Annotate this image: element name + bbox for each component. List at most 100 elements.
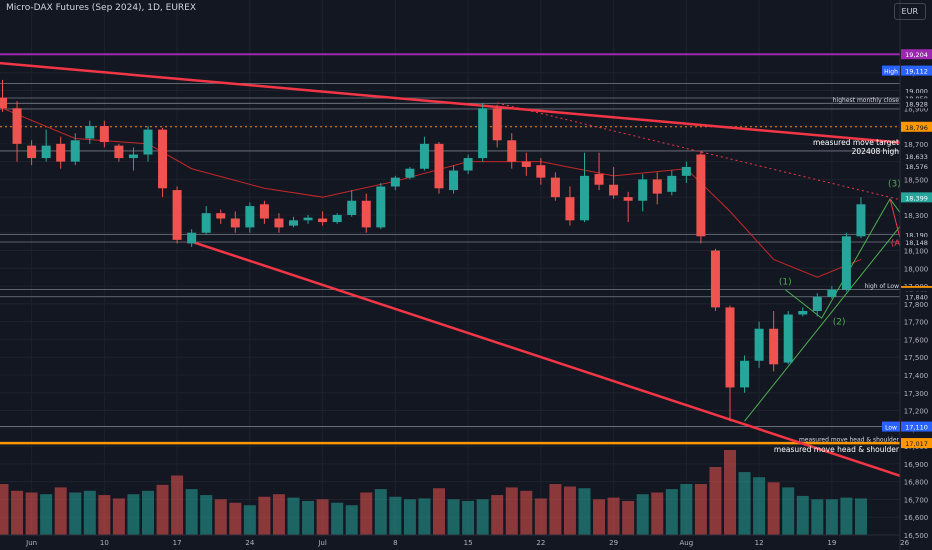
candle-body[interactable] xyxy=(667,175,677,192)
volume-bar xyxy=(142,490,154,535)
candle-body[interactable] xyxy=(507,140,517,162)
candle-body[interactable] xyxy=(0,97,7,109)
candle-body[interactable] xyxy=(580,175,589,221)
candle-body[interactable] xyxy=(99,126,109,143)
candle-body[interactable] xyxy=(783,314,793,363)
candle-body[interactable] xyxy=(434,143,444,189)
candle-body[interactable] xyxy=(70,140,80,162)
candle-body[interactable] xyxy=(565,197,575,221)
candle-body[interactable] xyxy=(696,154,706,237)
y-tick-label: 17,600 xyxy=(904,336,929,344)
candle-body[interactable] xyxy=(12,108,22,144)
level-label: highest monthly close xyxy=(833,97,900,104)
price-label-box xyxy=(901,65,932,76)
candle-body[interactable] xyxy=(449,170,459,191)
price-label-text: 17,840 xyxy=(905,294,928,302)
wave-label: (3) xyxy=(888,180,901,190)
candle-body[interactable] xyxy=(187,232,197,244)
candle-body[interactable] xyxy=(638,179,648,201)
horizontal-levels[interactable]: highest monthly close high of Low measured… xyxy=(0,53,900,445)
volume-bar xyxy=(520,490,533,535)
candle-body[interactable] xyxy=(798,310,808,315)
y-tick-label: 17,500 xyxy=(904,354,929,362)
candle-body[interactable] xyxy=(128,154,138,159)
candle-body[interactable] xyxy=(419,143,429,169)
annotation-label: 202408 high xyxy=(852,147,900,156)
candles[interactable] xyxy=(0,79,866,422)
candle-body[interactable] xyxy=(216,213,226,219)
candle-body[interactable] xyxy=(478,108,488,159)
candle-body[interactable] xyxy=(827,289,837,297)
candle-body[interactable] xyxy=(521,161,531,167)
chart-title: Micro-DAX Futures (Sep 2024), 1D, EUREX xyxy=(6,3,197,13)
candle-body[interactable] xyxy=(274,218,284,228)
candle-body[interactable] xyxy=(41,145,51,159)
candle-body[interactable] xyxy=(114,145,124,159)
volume-bar xyxy=(345,505,358,535)
candle-body[interactable] xyxy=(27,145,37,159)
price-label-box xyxy=(901,229,932,240)
candle-body[interactable] xyxy=(594,174,604,185)
wave-label: (1) xyxy=(779,277,792,287)
candle-body[interactable] xyxy=(332,214,342,223)
candle-body[interactable] xyxy=(492,108,502,141)
volume-bar xyxy=(607,497,620,535)
candle-body[interactable] xyxy=(318,218,328,223)
trend-line[interactable] xyxy=(497,102,920,205)
candle-body[interactable] xyxy=(230,218,240,228)
candle-body[interactable] xyxy=(623,197,633,201)
wave-label: (A) xyxy=(891,239,904,249)
candle-body[interactable] xyxy=(710,250,720,308)
candle-body[interactable] xyxy=(550,177,560,198)
y-tick-label: 16,800 xyxy=(904,479,929,487)
volume-bar xyxy=(403,499,416,535)
candle-body[interactable] xyxy=(405,168,415,178)
candle-body[interactable] xyxy=(740,360,750,388)
x-tick-label: Aug xyxy=(680,539,694,547)
candle-body[interactable] xyxy=(201,213,211,233)
candle-body[interactable] xyxy=(259,204,269,219)
candle-body[interactable] xyxy=(347,200,357,215)
y-tick-label: 17,300 xyxy=(904,390,929,398)
price-label-box xyxy=(901,421,932,432)
candle-body[interactable] xyxy=(289,220,298,226)
candle-body[interactable] xyxy=(143,129,153,155)
currency-button[interactable]: EUR xyxy=(893,3,926,20)
volume-bar xyxy=(185,489,198,535)
candle-body[interactable] xyxy=(769,328,779,365)
candle-body[interactable] xyxy=(812,296,822,311)
candle-body[interactable] xyxy=(245,206,255,228)
candle-body[interactable] xyxy=(158,129,168,189)
volume-bar xyxy=(840,497,853,535)
candle-body[interactable] xyxy=(376,186,386,228)
volume-bar xyxy=(171,475,184,535)
candle-body[interactable] xyxy=(85,126,95,139)
x-tick-label: Jun xyxy=(25,539,37,547)
candle-body[interactable] xyxy=(361,200,371,228)
candle-body[interactable] xyxy=(754,328,764,361)
trend-line[interactable] xyxy=(744,137,932,422)
volume-bar xyxy=(447,499,460,535)
price-label-box xyxy=(901,121,932,132)
candle-body[interactable] xyxy=(463,158,473,171)
candle-body[interactable] xyxy=(172,190,182,240)
volume-bar xyxy=(287,497,300,535)
candle-body[interactable] xyxy=(652,179,662,194)
volume-bar xyxy=(549,484,562,535)
candle-body[interactable] xyxy=(56,143,66,162)
trend-line[interactable] xyxy=(0,61,932,154)
candle-body[interactable] xyxy=(536,165,546,178)
candle-body[interactable] xyxy=(390,177,400,187)
volume-bar xyxy=(54,487,67,535)
y-tick-label: 16,900 xyxy=(904,461,929,469)
volume-bar xyxy=(651,492,664,535)
candle-body[interactable] xyxy=(303,217,313,221)
volume-bar xyxy=(622,501,635,535)
candle-body[interactable] xyxy=(725,307,735,388)
candle-body[interactable] xyxy=(609,184,619,196)
candle-body[interactable] xyxy=(681,166,691,176)
price-label-box xyxy=(901,438,932,449)
candle-body[interactable] xyxy=(856,204,866,237)
candle-body[interactable] xyxy=(841,236,851,290)
